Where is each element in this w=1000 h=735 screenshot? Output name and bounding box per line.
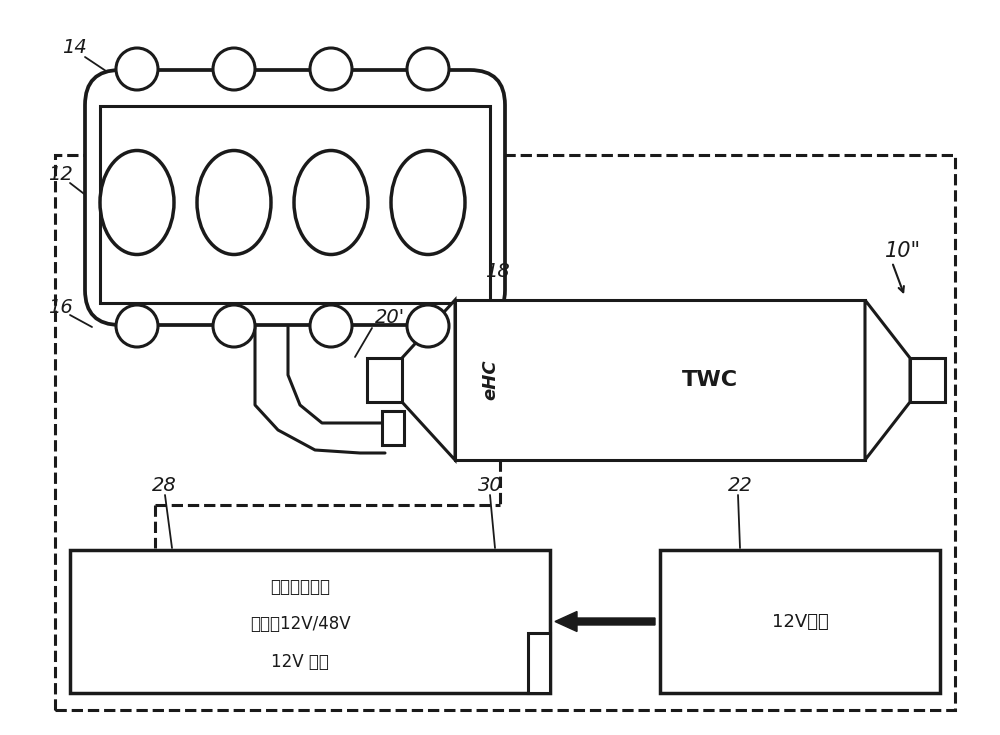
Ellipse shape — [407, 48, 449, 90]
Ellipse shape — [116, 48, 158, 90]
Bar — [367, 358, 402, 402]
Bar — [660, 550, 940, 693]
Text: 20': 20' — [375, 308, 405, 327]
Bar — [528, 633, 550, 693]
Ellipse shape — [100, 151, 174, 254]
Bar — [455, 300, 865, 460]
Ellipse shape — [310, 48, 352, 90]
Text: 22: 22 — [728, 476, 753, 495]
Ellipse shape — [391, 151, 465, 254]
Text: 16: 16 — [48, 298, 73, 317]
Ellipse shape — [197, 151, 271, 254]
Text: 10": 10" — [885, 241, 921, 261]
Text: 12V 模式: 12V 模式 — [271, 653, 329, 670]
Ellipse shape — [294, 151, 368, 254]
FancyArrow shape — [555, 612, 655, 631]
Text: 12: 12 — [48, 165, 73, 184]
Ellipse shape — [213, 48, 255, 90]
Text: 18: 18 — [485, 262, 510, 281]
Text: eHC: eHC — [481, 359, 499, 401]
Ellipse shape — [213, 305, 255, 347]
Text: 超级电容器组: 超级电容器组 — [270, 578, 330, 596]
Text: 12V电池: 12V电池 — [772, 612, 828, 631]
Ellipse shape — [407, 305, 449, 347]
Ellipse shape — [310, 305, 352, 347]
Bar — [100, 106, 490, 303]
FancyBboxPatch shape — [85, 70, 505, 325]
Text: 可切换12V/48V: 可切换12V/48V — [250, 615, 350, 634]
Text: 14: 14 — [62, 38, 87, 57]
Bar — [382, 411, 404, 445]
Ellipse shape — [116, 305, 158, 347]
Polygon shape — [865, 300, 910, 460]
Bar — [70, 550, 550, 693]
Bar — [910, 358, 945, 402]
Polygon shape — [402, 300, 455, 460]
Text: 28: 28 — [152, 476, 177, 495]
Bar — [55, 155, 955, 710]
Text: TWC: TWC — [682, 370, 738, 390]
Text: 30: 30 — [478, 476, 503, 495]
